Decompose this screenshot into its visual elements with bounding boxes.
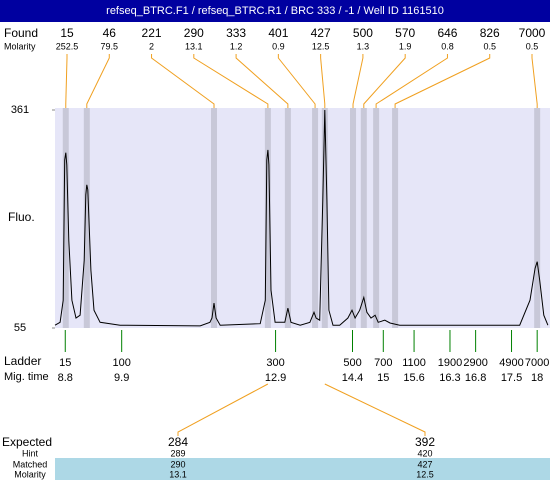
peak-band [534, 108, 541, 328]
found-size: 221 [142, 26, 162, 40]
plot-area [55, 108, 550, 328]
peak-connector [363, 54, 406, 108]
ladder-time: 12.9 [265, 372, 286, 384]
found-molarity: 1.3 [357, 41, 370, 51]
ladder-size: 4900 [499, 357, 523, 369]
y-tick-label: 361 [11, 104, 29, 116]
peak-band [264, 108, 271, 328]
peak-connector [531, 54, 538, 108]
row-label: Hint [22, 448, 39, 458]
peak-band [284, 108, 291, 328]
found-size: 15 [60, 26, 74, 40]
peak-band [321, 108, 328, 328]
ladder-size: 500 [343, 357, 361, 369]
peak-band [83, 108, 90, 328]
ladder-size: 300 [266, 357, 284, 369]
peak-connector [352, 54, 364, 108]
expected-matched: 290 [170, 459, 185, 469]
expected-matched: 427 [417, 459, 432, 469]
row-label: Matched [13, 459, 48, 469]
found-molarity: 79.5 [101, 41, 119, 51]
ladder-time: 9.9 [114, 372, 129, 384]
chart-title: refseq_BTRC.F1 / refseq_BTRC.R1 / BRC 33… [106, 5, 444, 17]
peak-band [360, 108, 367, 328]
found-molarity: 0.9 [272, 41, 285, 51]
peak-connector [151, 54, 215, 108]
peak-band [350, 108, 357, 328]
found-molarity: 1.2 [230, 41, 243, 51]
found-size: 646 [437, 26, 457, 40]
found-molarity: 0.8 [441, 41, 454, 51]
peak-connector [320, 54, 326, 108]
ladder-size: 1900 [438, 357, 462, 369]
y-tick-label: 55 [14, 322, 26, 334]
ladder-label: Ladder [4, 354, 41, 368]
peak-band [62, 108, 69, 328]
ladder-size: 100 [113, 357, 131, 369]
peak-connector [86, 54, 110, 108]
found-size: 7000 [519, 26, 546, 40]
ladder-time: 17.5 [501, 372, 522, 384]
ladder-size: 1100 [402, 357, 426, 369]
peak-connector [375, 54, 448, 108]
expected-hint: 420 [417, 448, 432, 458]
found-size: 401 [268, 26, 288, 40]
trace [54, 109, 549, 327]
found-molarity: 1.9 [399, 41, 412, 51]
found-size: 826 [480, 26, 500, 40]
found-size: 427 [311, 26, 331, 40]
mig-time-label: Mig. time [4, 371, 49, 383]
peak-connector [394, 54, 491, 108]
row-label: Expected [2, 435, 52, 449]
peak-band [312, 108, 319, 328]
ladder-size: 700 [374, 357, 392, 369]
ladder-time: 14.4 [342, 372, 363, 384]
ladder-size: 15 [59, 357, 71, 369]
found-size: 333 [226, 26, 246, 40]
found-molarity: 0.5 [483, 41, 496, 51]
matched-highlight [55, 458, 550, 480]
ladder-time: 8.8 [58, 372, 73, 384]
ladder-time: 16.3 [439, 372, 460, 384]
peak-connector [193, 54, 269, 108]
ladder-time: 16.8 [465, 372, 486, 384]
found-size: 570 [395, 26, 415, 40]
peak-connector [235, 54, 289, 108]
title-bar [0, 0, 550, 22]
expected-molarity: 12.5 [416, 469, 434, 479]
expected-expected: 392 [415, 435, 435, 449]
peak-band [211, 108, 218, 328]
expected-expected: 284 [168, 435, 188, 449]
found-molarity: 0.5 [526, 41, 539, 51]
found-label: Found [4, 26, 38, 40]
expected-molarity: 13.1 [169, 469, 187, 479]
found-molarity: 13.1 [185, 41, 203, 51]
found-molarity: 2 [149, 41, 154, 51]
peak-connector [65, 54, 68, 108]
expected-hint: 289 [170, 448, 185, 458]
peak-band [373, 108, 380, 328]
ladder-time: 15 [377, 372, 389, 384]
molarity-label: Molarity [4, 41, 36, 51]
found-size: 46 [103, 26, 117, 40]
row-label: Molarity [14, 469, 46, 479]
ladder-time: 15.6 [403, 372, 424, 384]
match-connector [177, 383, 269, 436]
found-molarity: 252.5 [56, 41, 79, 51]
peak-connector [277, 54, 316, 108]
found-molarity: 12.5 [312, 41, 330, 51]
y-axis-label: Fluo. [8, 210, 35, 224]
ladder-time: 18 [531, 372, 543, 384]
ladder-size: 7000 [525, 357, 549, 369]
match-connector [324, 383, 426, 436]
ladder-size: 2900 [463, 357, 487, 369]
peak-band [392, 108, 399, 328]
found-size: 500 [353, 26, 373, 40]
found-size: 290 [184, 26, 204, 40]
